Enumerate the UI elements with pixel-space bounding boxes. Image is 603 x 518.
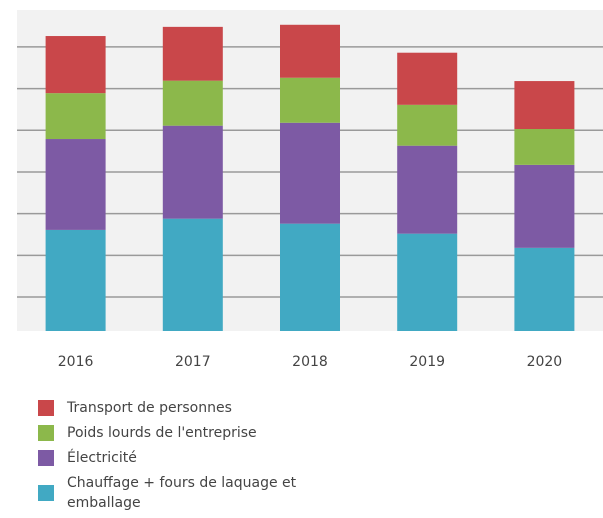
bar-segment [280,122,340,224]
legend-swatch [38,400,54,416]
legend-swatch [38,425,54,441]
bar-segment [514,81,575,130]
bar-segment [280,24,340,78]
bar-segment [514,129,575,165]
bar-segment [162,218,223,331]
bar-segment [45,36,106,94]
bar-segment [397,52,458,105]
x-tick-label: 2018 [292,354,328,370]
bar-segment [45,93,106,140]
bar-segment [162,125,223,219]
bar-segment [397,104,458,146]
x-tick-label: 2019 [409,354,445,370]
legend-swatch [38,450,54,466]
bar-segment [45,229,106,331]
bar-segment [397,145,458,234]
bar-segment [514,247,575,331]
legend-label: Chauffage + fours de laquage et emballag… [67,475,297,511]
legend-item: Chauffage + fours de laquage et emballag… [38,473,328,513]
legend-label: Poids lourds de l'entreprise [67,425,257,441]
x-tick-label: 2017 [175,354,211,370]
legend-label: Transport de personnes [67,400,232,416]
chart: 2016 2017 2018 2019 2020 [17,10,603,370]
bar-segment [514,164,575,248]
bar-segment [162,80,223,126]
bar-segment [397,233,458,331]
bar-segment [45,139,106,230]
legend-label: Électricité [67,450,137,466]
bar-segment [162,26,223,81]
bar-segment [280,77,340,123]
legend-item: Électricité [38,448,328,468]
legend: Transport de personnes Poids lourds de l'… [38,398,328,518]
x-tick-label: 2016 [58,354,94,370]
legend-item: Poids lourds de l'entreprise [38,423,328,443]
legend-item: Transport de personnes [38,398,328,418]
bar-segment [280,223,340,331]
x-tick-label: 2020 [527,354,563,370]
legend-swatch [38,485,54,501]
